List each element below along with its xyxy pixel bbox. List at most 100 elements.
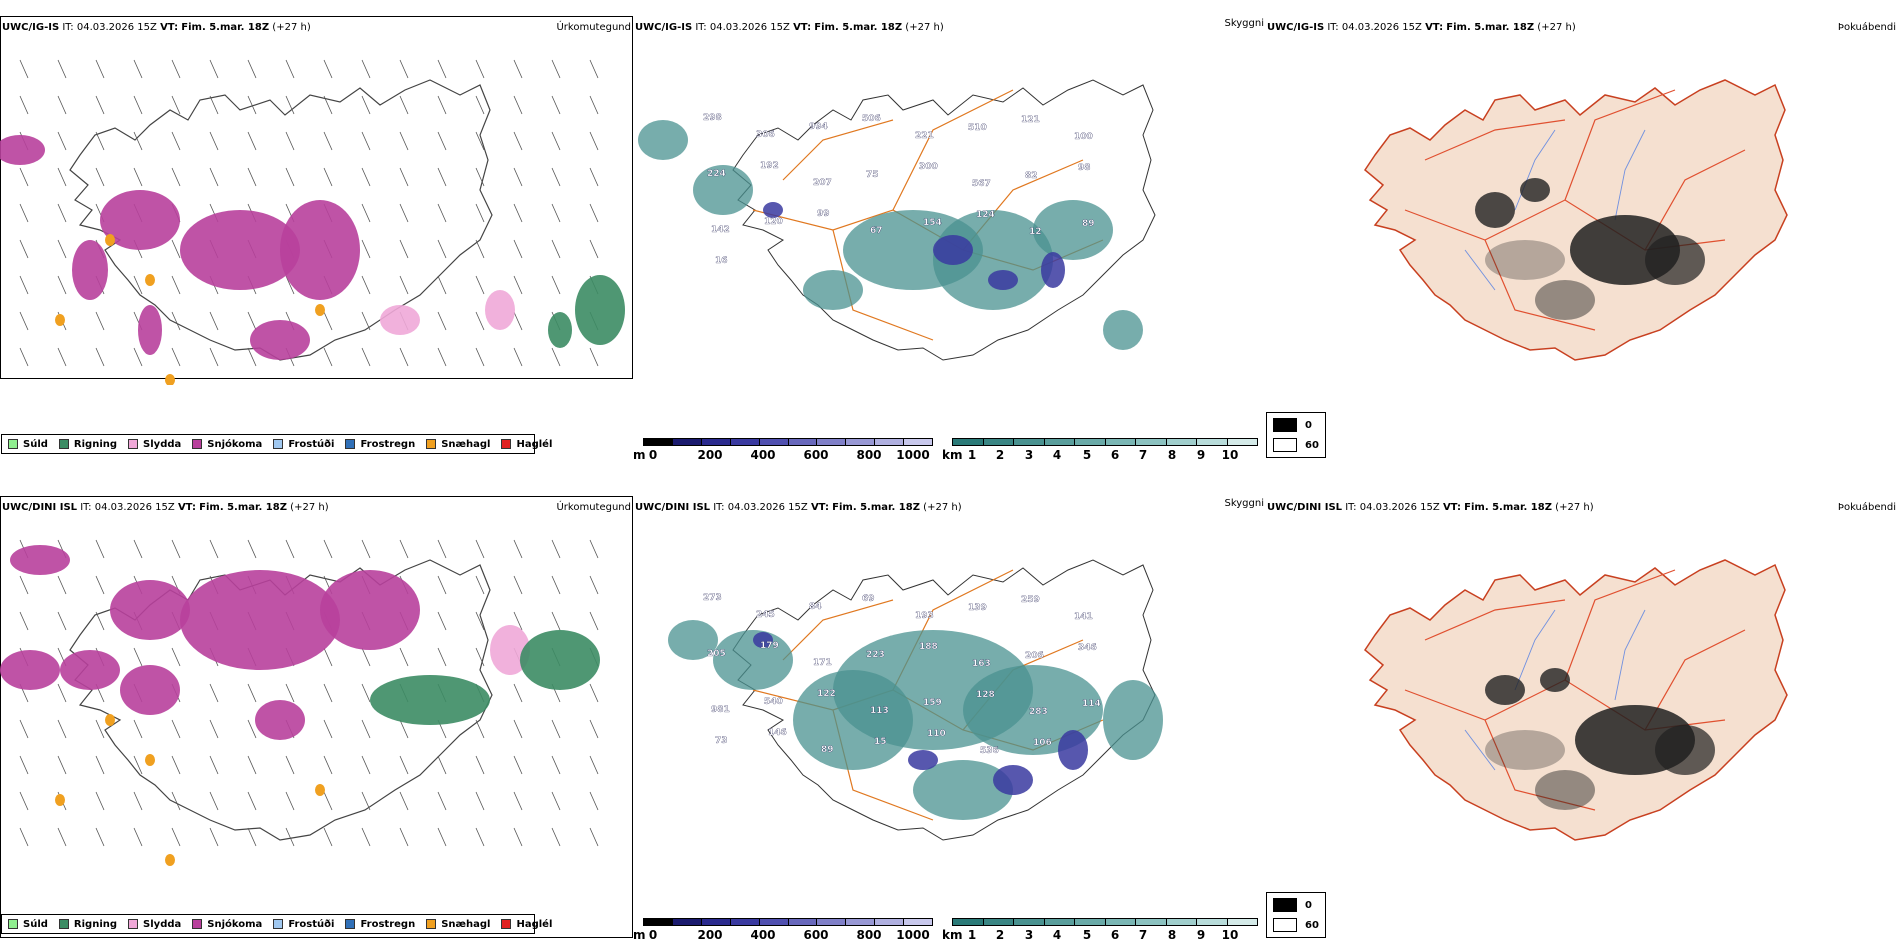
wind-barb (133, 791, 143, 811)
wind-barb (19, 611, 29, 631)
wind-barb (133, 347, 143, 367)
wind-barb (133, 647, 143, 667)
legend-swatch (273, 439, 284, 449)
cloud-base-value-label: 154 (923, 218, 942, 228)
wind-barb (247, 539, 257, 559)
legend-label: Slydda (143, 438, 182, 450)
precip-area (380, 305, 420, 335)
wind-barb (57, 827, 67, 847)
colorbar-cell (1136, 439, 1167, 445)
legend-item: Súld (8, 919, 48, 930)
wind-barb (399, 719, 409, 739)
colorbar-cell (1075, 439, 1106, 445)
road (1424, 119, 1566, 161)
wind-barb (323, 647, 333, 667)
fog-index-area (1655, 725, 1715, 775)
precip-area (520, 630, 600, 690)
cloud-base-value-label: 89 (1082, 219, 1095, 229)
wind-barb (475, 59, 485, 79)
wind-barb (133, 539, 143, 559)
fog-legend-row-item: 0 (1273, 898, 1312, 912)
wind-barb (437, 827, 447, 847)
wind-barb (323, 311, 333, 331)
wind-barb (247, 311, 257, 331)
panel-title: Þokuábendi (1837, 22, 1896, 33)
cloud-base-value-label: 298 (703, 113, 722, 123)
panel-title: Úrkomutegund (556, 502, 631, 513)
cloud-base-value-label: 171 (813, 658, 832, 668)
wind-barb (133, 131, 143, 151)
wind-barb (57, 239, 67, 259)
wind-barb (589, 683, 599, 703)
colorbar-cell (759, 439, 789, 445)
cloud-base-value-label: 142 (711, 225, 730, 235)
wind-barb (551, 791, 561, 811)
colorbar-cell (672, 919, 702, 925)
wind-barb (285, 827, 295, 847)
cloud-base-value-label: 15 (874, 737, 887, 747)
wind-barb (19, 95, 29, 115)
legend-swatch (345, 439, 356, 449)
colorbar-tick-label: 10 (1221, 448, 1239, 462)
forecast-header: UWC/IG-IS IT: 04.03.2026 15Z VT: Fim. 5.… (1267, 22, 1576, 33)
fog-legend-value: 60 (1305, 919, 1319, 931)
wind-barb (247, 95, 257, 115)
road (892, 89, 1014, 211)
legend-item: Haglél (501, 439, 552, 450)
colorbar-cell (1227, 439, 1257, 445)
wind-barb (323, 347, 333, 367)
cloud-visibility-map: 298 306 994 506 221 510 121 100 224 192 207 75 300 56… (638, 79, 1156, 361)
fog-panel-row2: UWC/DINI ISL IT: 04.03.2026 15Z VT: Fim.… (1265, 490, 1900, 950)
low-visibility-area (1103, 680, 1163, 760)
colorbar-cell (1166, 439, 1197, 445)
wind-barb (171, 539, 181, 559)
colorbar-tick-label: 4 (1052, 928, 1062, 942)
legend-item: Súld (8, 439, 48, 450)
colorbar-cell (1044, 919, 1075, 925)
wind-barb (399, 755, 409, 775)
wind-barb (475, 239, 485, 259)
colorbar-tick-label: 9 (1196, 448, 1206, 462)
colorbar-cell (953, 919, 984, 925)
cloud-base-value-label: 283 (1029, 707, 1048, 717)
colorbar-tick-label: 10 (1221, 928, 1239, 942)
wind-barb (95, 827, 105, 847)
wind-barb (323, 755, 333, 775)
wind-barb (247, 755, 257, 775)
wind-barb (437, 203, 447, 223)
colorbar-tick-label: 200 (697, 928, 723, 942)
legend-item: Haglél (501, 919, 552, 930)
fog-index-area (1485, 240, 1565, 280)
precip-area (138, 305, 162, 355)
precip-panel-row2: UWC/DINI ISL IT: 04.03.2026 15Z VT: Fim.… (0, 490, 635, 950)
precip-type-map (0, 539, 600, 866)
wind-barb (361, 827, 371, 847)
legend-label: Snjókoma (207, 918, 263, 930)
legend-item: Frostúði (273, 919, 334, 930)
wind-barb (475, 791, 485, 811)
cloud-base-value-label: 159 (923, 698, 942, 708)
fog-map (1364, 79, 1788, 361)
cloud-base-value-label: 567 (972, 179, 991, 189)
cloud-base-value-label: 245 (756, 610, 775, 620)
wind-barb (285, 683, 295, 703)
wind-barb (589, 791, 599, 811)
wind-barb (19, 275, 29, 295)
wind-barb (19, 827, 29, 847)
wind-barb (513, 719, 523, 739)
colorbar-cell (1014, 919, 1045, 925)
colorbar-tick-label: 1000 (896, 448, 930, 462)
wind-barb (589, 827, 599, 847)
wind-barb (171, 59, 181, 79)
wind-barb (513, 131, 523, 151)
cloud-base-colorbar-row1: m 0 200 400 600 800 1000 (633, 438, 938, 462)
legend-swatch (192, 919, 203, 929)
colorbar-cell (1227, 919, 1257, 925)
colorbar-tick-label: 3 (1024, 448, 1034, 462)
colorbar-cell (1014, 439, 1045, 445)
legend-label: Frostúði (288, 438, 335, 450)
wind-barb (551, 827, 561, 847)
wind-barb (209, 347, 219, 367)
wind-barb (361, 539, 371, 559)
wind-barb (285, 791, 295, 811)
